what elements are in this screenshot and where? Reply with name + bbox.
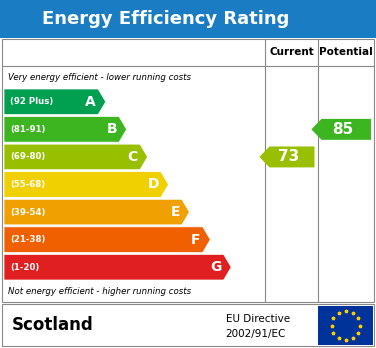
Text: Scotland: Scotland — [12, 316, 94, 334]
Polygon shape — [4, 117, 127, 142]
Bar — [318, 306, 373, 345]
Bar — [2, 39, 374, 302]
Text: 85: 85 — [333, 122, 354, 137]
Polygon shape — [311, 119, 371, 140]
Text: EU Directive: EU Directive — [226, 314, 290, 324]
Text: (92 Plus): (92 Plus) — [10, 97, 53, 106]
Bar — [0, 0, 376, 38]
Text: (1-20): (1-20) — [10, 263, 39, 272]
Polygon shape — [4, 144, 147, 170]
Text: F: F — [191, 233, 201, 247]
Polygon shape — [4, 172, 168, 197]
Text: (81-91): (81-91) — [10, 125, 45, 134]
Text: Very energy efficient - lower running costs: Very energy efficient - lower running co… — [8, 73, 191, 82]
Text: Current: Current — [270, 47, 314, 57]
Text: (55-68): (55-68) — [10, 180, 45, 189]
Polygon shape — [4, 199, 190, 225]
Polygon shape — [259, 147, 314, 167]
Polygon shape — [4, 89, 106, 114]
Text: 73: 73 — [278, 149, 300, 164]
Polygon shape — [4, 227, 210, 252]
Text: A: A — [85, 95, 96, 109]
Polygon shape — [4, 254, 231, 280]
Text: Not energy efficient - higher running costs: Not energy efficient - higher running co… — [8, 287, 191, 296]
Text: D: D — [147, 177, 159, 191]
Text: Potential: Potential — [319, 47, 373, 57]
Text: (69-80): (69-80) — [10, 152, 45, 161]
Text: (39-54): (39-54) — [10, 207, 45, 216]
Text: E: E — [170, 205, 180, 219]
Text: G: G — [210, 260, 221, 274]
Text: Energy Efficiency Rating: Energy Efficiency Rating — [42, 10, 289, 28]
Text: 2002/91/EC: 2002/91/EC — [226, 329, 286, 339]
Text: B: B — [106, 122, 117, 136]
Bar — [2, 304, 374, 346]
Text: C: C — [128, 150, 138, 164]
Text: (21-38): (21-38) — [10, 235, 45, 244]
